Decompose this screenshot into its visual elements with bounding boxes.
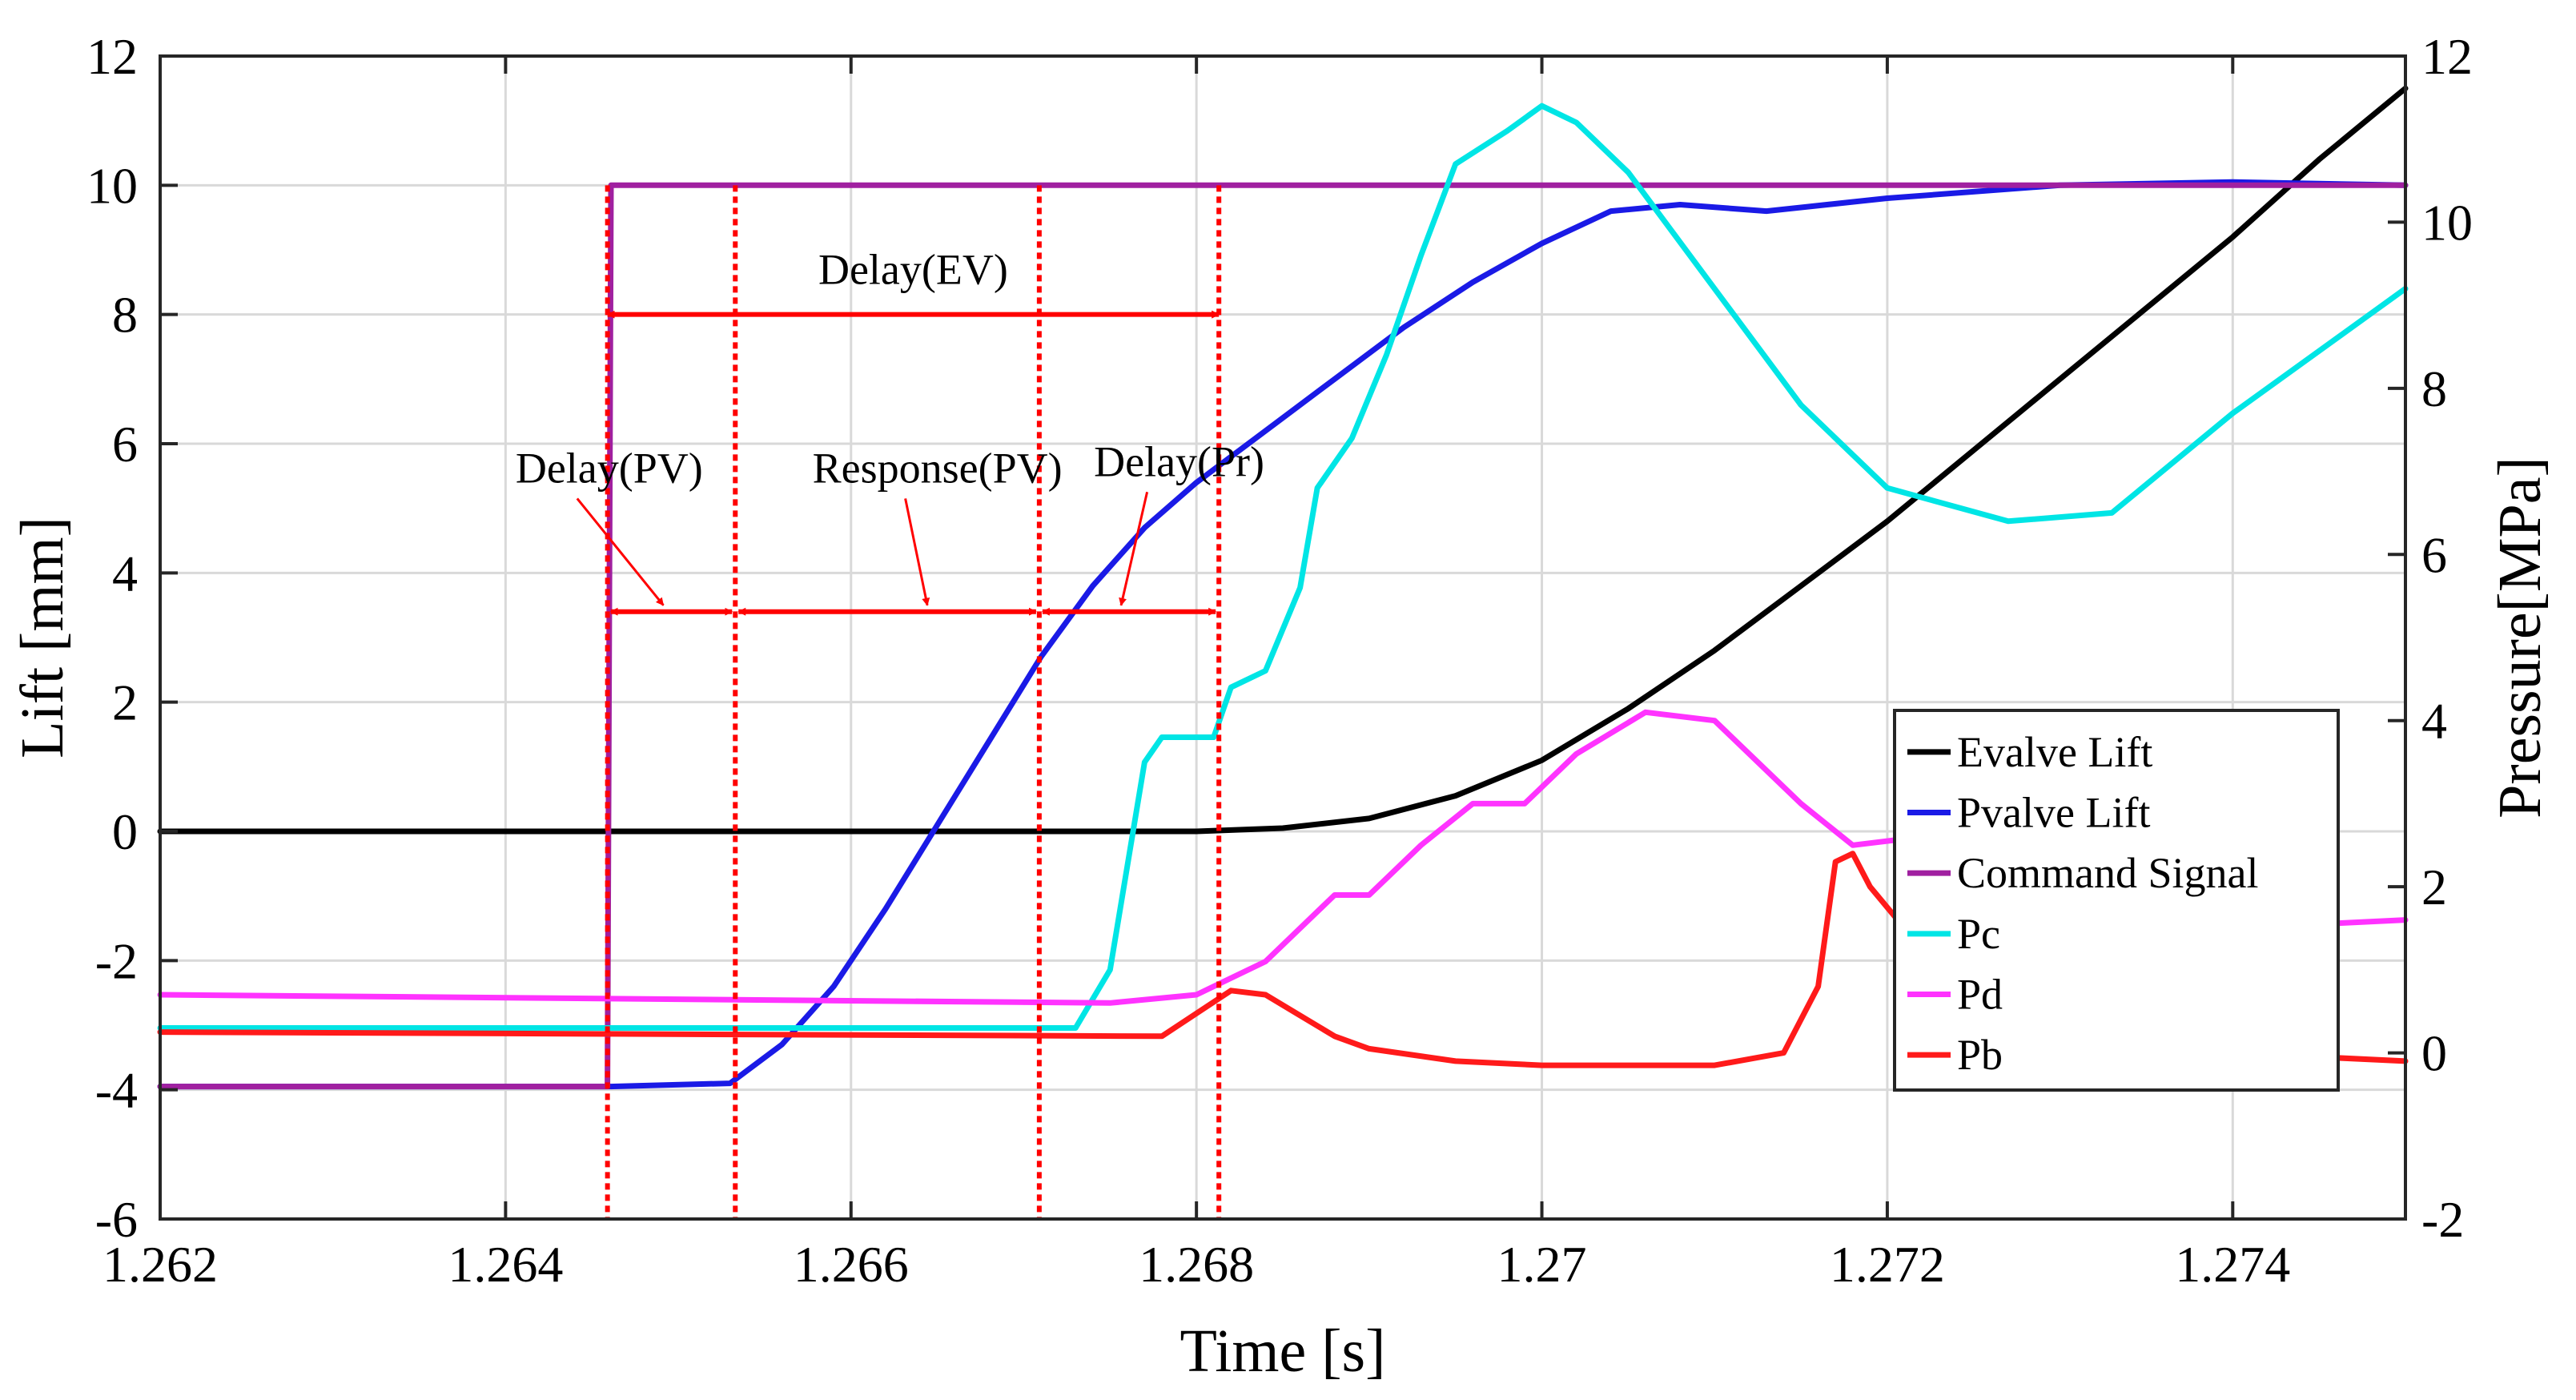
y-left-tick-label: 6 — [112, 416, 138, 473]
y-left-tick-label: 2 — [112, 674, 138, 731]
y-right-tick-label: 12 — [2421, 28, 2473, 85]
series-line-pvalve-lift — [157, 179, 2409, 1090]
y-left-tick-label: -4 — [95, 1062, 138, 1119]
delay-pr-pointer — [1119, 491, 1149, 606]
series-line-pc — [157, 103, 2409, 1031]
plot-frame — [159, 54, 2407, 1221]
y-right-tick-label: -2 — [2421, 1191, 2464, 1248]
annotation-layer: Delay(EV) Delay(PV) Response(PV) Delay(Pr) — [516, 185, 1264, 1219]
legend-label: Pd — [1957, 971, 2003, 1019]
x-tick-label: 1.27 — [1497, 1236, 1587, 1293]
y-axis-right-label: Pressure[MPa] — [2486, 457, 2554, 819]
response-pv-pointer — [904, 498, 930, 606]
x-tick-label: 1.264 — [448, 1236, 563, 1293]
x-tick-label: 1.262 — [102, 1236, 218, 1293]
legend-box — [1893, 709, 2340, 1092]
legend: Evalve Lift Pvalve Lift Command Signal Pc Pd… — [1893, 709, 2340, 1092]
response-pv-label: Response(PV) — [813, 444, 1063, 492]
legend-label: Pc — [1957, 910, 2000, 958]
y-left-tick-label: -6 — [95, 1191, 138, 1248]
delay-pr-label: Delay(Pr) — [1094, 437, 1264, 485]
y-right-tick-label: 0 — [2421, 1025, 2447, 1082]
y-right-tick-label: 10 — [2421, 194, 2473, 251]
y-left-tick-label: 8 — [112, 287, 138, 344]
x-axis-label: Time [s] — [1180, 1318, 1386, 1385]
delay-pv-label: Delay(PV) — [516, 444, 703, 492]
delay-ev-label: Delay(EV) — [818, 246, 1008, 294]
x-tick-label: 1.266 — [794, 1236, 909, 1293]
delay-pv-pointer — [576, 497, 665, 606]
y-axis-left-label: Lift [mm] — [9, 517, 76, 758]
y-right-tick-label: 4 — [2421, 693, 2447, 750]
y-left-tick-label: -2 — [95, 932, 138, 989]
legend-label: Pb — [1957, 1031, 2003, 1079]
y-left-tick-label: 10 — [86, 157, 138, 214]
x-tick-label: 1.274 — [2175, 1236, 2290, 1293]
y-left-tick-label: 0 — [112, 803, 138, 860]
ticks: 1.262 1.264 1.266 1.268 1.27 1.272 1.274 -6 -4 -2… — [86, 28, 2473, 1293]
y-left-tick-label: 4 — [112, 545, 138, 601]
series-line-evalve-lift — [157, 85, 2409, 835]
y-right-tick-label: 6 — [2421, 526, 2447, 583]
legend-label: Command Signal — [1957, 849, 2259, 897]
x-tick-label: 1.272 — [1830, 1236, 1945, 1293]
y-right-tick-label: 2 — [2421, 859, 2447, 915]
x-tick-label: 1.268 — [1139, 1236, 1254, 1293]
y-left-tick-label: 12 — [86, 28, 138, 85]
legend-label: Pvalve Lift — [1957, 789, 2150, 837]
y-right-tick-label: 8 — [2421, 360, 2447, 417]
legend-label: Evalve Lift — [1957, 728, 2152, 776]
